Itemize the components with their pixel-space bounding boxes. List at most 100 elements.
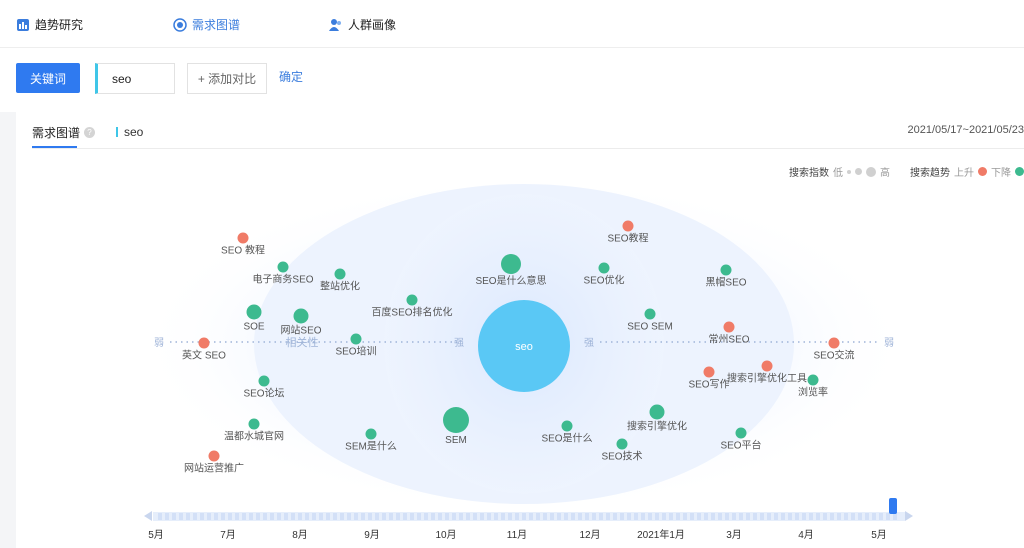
graph-node-label: 搜索引擎优化 xyxy=(627,420,687,433)
timeline-tick xyxy=(312,513,316,520)
timeline-tick xyxy=(459,513,463,520)
timeline-tick xyxy=(396,513,400,520)
confirm-button[interactable]: 确定 xyxy=(279,70,304,84)
timeline-tick xyxy=(529,513,533,520)
graph-node[interactable] xyxy=(293,308,309,324)
timeline-handle[interactable] xyxy=(889,498,897,514)
graph-node[interactable] xyxy=(561,420,573,432)
timeline-tick xyxy=(550,513,554,520)
timeline-tick xyxy=(445,513,449,520)
graph-node[interactable] xyxy=(406,294,418,306)
graph-node[interactable] xyxy=(723,321,735,333)
graph-node[interactable] xyxy=(720,264,732,276)
add-compare-button[interactable]: + 添加对比 xyxy=(187,63,267,94)
nav-trend-research[interactable]: 趋势研究 xyxy=(16,16,83,33)
graph-node[interactable] xyxy=(237,232,249,244)
timeline-tick xyxy=(494,513,498,520)
timeline-month-label: 7月 xyxy=(220,529,236,541)
graph-node[interactable] xyxy=(350,333,362,345)
timeline-tick xyxy=(340,513,344,520)
center-node[interactable] xyxy=(478,300,570,392)
graph-node[interactable] xyxy=(761,360,773,372)
nav-audience-profile[interactable]: 人群画像 xyxy=(329,16,396,33)
help-icon[interactable]: ? xyxy=(84,127,96,138)
graph-node[interactable] xyxy=(277,261,289,273)
graph-node-label: 网站运营推广 xyxy=(184,462,244,475)
timeline-month-label: 4月 xyxy=(798,529,814,541)
graph-node[interactable] xyxy=(258,375,270,387)
graph-node-label: SEM是什么 xyxy=(345,441,397,453)
timeline-slider[interactable]: 5月 7月 8月 9月 10月 11月 12月 2021年1月 3月 4月 5月 xyxy=(144,498,913,541)
graph-node-label: 网站SEO xyxy=(280,324,321,337)
timeline-tick xyxy=(158,513,162,520)
timeline-tick xyxy=(179,513,183,520)
graph-node-label: SEO教程 xyxy=(607,232,648,245)
timeline-months: 5月 7月 8月 9月 10月 11月 12月 2021年1月 3月 4月 5月 xyxy=(148,528,887,541)
keyword-button[interactable]: 关键词 xyxy=(16,63,80,93)
timeline-tick xyxy=(557,513,561,520)
graph-node-label: SEO论坛 xyxy=(243,387,284,400)
timeline-tick xyxy=(438,513,442,520)
legend-up: 上升 xyxy=(954,168,974,179)
timeline-tick xyxy=(669,513,673,520)
timeline-tick xyxy=(270,513,274,520)
timeline-tick xyxy=(830,513,834,520)
graph-node[interactable] xyxy=(208,450,220,462)
tab-demand-graph[interactable]: 需求图谱 ? xyxy=(32,124,96,141)
timeline-tick xyxy=(508,513,512,520)
timeline-month-label: 5月 xyxy=(148,529,164,541)
timeline-ticks xyxy=(158,513,897,520)
keyword-input[interactable]: seo xyxy=(95,63,175,94)
timeline-tick xyxy=(200,513,204,520)
timeline-tick xyxy=(886,513,890,520)
nav-demand-graph[interactable]: 需求图谱 xyxy=(173,16,240,33)
timeline-tick xyxy=(739,513,743,520)
graph-node-label: 整站优化 xyxy=(320,280,360,293)
timeline-tick xyxy=(746,513,750,520)
graph-node[interactable] xyxy=(246,304,262,320)
legend: 搜索指数 低 高 搜索趋势 上升 下降 xyxy=(789,164,1024,179)
timeline-tick xyxy=(368,513,372,520)
graph-node[interactable] xyxy=(443,407,469,433)
graph-node[interactable] xyxy=(598,262,610,274)
timeline-tick xyxy=(298,513,302,520)
graph-node[interactable] xyxy=(807,374,819,386)
relevance-label: 相关性 xyxy=(286,335,319,349)
graph-node[interactable] xyxy=(334,268,346,280)
graph-node-label: SEO平台 xyxy=(720,439,761,452)
timeline-tick xyxy=(319,513,323,520)
graph-node[interactable] xyxy=(735,427,747,439)
timeline-tick xyxy=(431,513,435,520)
timeline-month-label: 2021年1月 xyxy=(637,528,685,541)
graph-node[interactable] xyxy=(703,366,715,378)
timeline-left-arrow[interactable] xyxy=(144,511,152,521)
timeline-tick xyxy=(347,513,351,520)
graph-node-label: SEO培训 xyxy=(335,345,376,358)
timeline-tick xyxy=(361,513,365,520)
timeline-tick xyxy=(795,513,799,520)
graph-node[interactable] xyxy=(501,254,521,274)
graph-node[interactable] xyxy=(644,308,656,320)
graph-node[interactable] xyxy=(616,438,628,450)
graph-node[interactable] xyxy=(622,220,634,232)
graph-node[interactable] xyxy=(198,337,210,349)
timeline-tick xyxy=(487,513,491,520)
timeline-tick xyxy=(263,513,267,520)
timeline-tick xyxy=(865,513,869,520)
graph-node[interactable] xyxy=(248,418,260,430)
timeline-tick xyxy=(634,513,638,520)
graph-node-label: 电子商务SEO xyxy=(252,273,313,286)
timeline-tick xyxy=(648,513,652,520)
graph-node[interactable] xyxy=(365,428,377,440)
timeline-tick xyxy=(193,513,197,520)
graph-node[interactable] xyxy=(649,404,665,420)
timeline-tick xyxy=(676,513,680,520)
graph-node[interactable] xyxy=(828,337,840,349)
graph-node-label: 百度SEO排名优化 xyxy=(371,306,452,319)
timeline-tick xyxy=(571,513,575,520)
timeline-right-arrow[interactable] xyxy=(905,511,913,521)
timeline-tick xyxy=(186,513,190,520)
nav-demand-graph-label: 需求图谱 xyxy=(192,18,241,32)
